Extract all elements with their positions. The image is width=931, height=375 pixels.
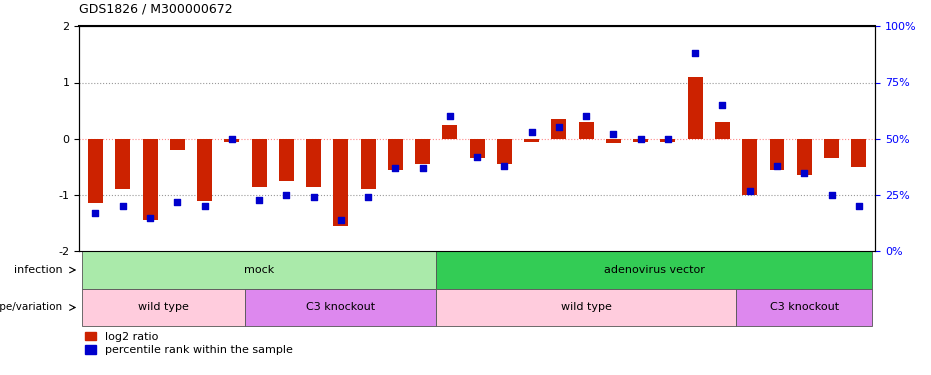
Bar bbox=[251, 139, 266, 187]
Point bbox=[688, 50, 703, 56]
Text: C3 knockout: C3 knockout bbox=[306, 303, 375, 312]
Point bbox=[88, 210, 103, 216]
Point bbox=[742, 188, 757, 194]
Bar bbox=[551, 119, 566, 139]
Point bbox=[770, 163, 785, 169]
Point bbox=[660, 136, 675, 142]
Bar bbox=[442, 124, 457, 139]
Bar bbox=[770, 139, 785, 170]
Text: C3 knockout: C3 knockout bbox=[770, 303, 839, 312]
Bar bbox=[469, 139, 485, 158]
FancyBboxPatch shape bbox=[437, 289, 736, 326]
Bar bbox=[851, 139, 866, 167]
Point bbox=[388, 165, 403, 171]
Bar bbox=[333, 139, 348, 226]
Point bbox=[524, 129, 539, 135]
Bar bbox=[142, 139, 157, 220]
Point bbox=[442, 113, 457, 119]
Text: GDS1826 / M300000672: GDS1826 / M300000672 bbox=[79, 2, 233, 15]
Point bbox=[142, 214, 157, 220]
Bar bbox=[715, 122, 730, 139]
Bar bbox=[88, 139, 103, 203]
Point bbox=[797, 170, 812, 176]
Point bbox=[606, 131, 621, 137]
Point bbox=[169, 199, 184, 205]
Text: wild type: wild type bbox=[138, 303, 189, 312]
Point bbox=[579, 113, 594, 119]
Point bbox=[415, 165, 430, 171]
Point bbox=[715, 102, 730, 108]
Bar bbox=[579, 122, 594, 139]
Point bbox=[115, 203, 130, 209]
Text: wild type: wild type bbox=[560, 303, 612, 312]
Point bbox=[197, 203, 212, 209]
Bar bbox=[169, 139, 184, 150]
Bar bbox=[497, 139, 512, 164]
Point bbox=[251, 196, 266, 202]
Bar bbox=[224, 139, 239, 142]
Bar bbox=[415, 139, 430, 164]
Text: genotype/variation: genotype/variation bbox=[0, 303, 62, 312]
Bar bbox=[115, 139, 130, 189]
Point bbox=[551, 124, 566, 130]
Bar bbox=[633, 139, 648, 142]
Point bbox=[824, 192, 839, 198]
Bar bbox=[197, 139, 212, 201]
Bar bbox=[797, 139, 812, 176]
FancyBboxPatch shape bbox=[736, 289, 872, 326]
Point bbox=[333, 217, 348, 223]
Bar bbox=[388, 139, 403, 170]
Bar bbox=[688, 77, 703, 139]
Bar bbox=[824, 139, 839, 158]
FancyBboxPatch shape bbox=[82, 251, 437, 289]
Legend: log2 ratio, percentile rank within the sample: log2 ratio, percentile rank within the s… bbox=[85, 332, 292, 356]
FancyBboxPatch shape bbox=[82, 289, 246, 326]
Text: infection: infection bbox=[14, 265, 62, 275]
Text: adenovirus vector: adenovirus vector bbox=[604, 265, 705, 275]
Point bbox=[497, 163, 512, 169]
Bar bbox=[742, 139, 757, 195]
Point bbox=[224, 136, 239, 142]
Bar bbox=[360, 139, 375, 189]
Bar bbox=[660, 139, 676, 142]
Point bbox=[279, 192, 294, 198]
Point bbox=[633, 136, 648, 142]
Bar bbox=[278, 139, 294, 181]
Text: mock: mock bbox=[244, 265, 274, 275]
Bar bbox=[306, 139, 321, 187]
Bar bbox=[606, 139, 621, 143]
FancyBboxPatch shape bbox=[437, 251, 872, 289]
Point bbox=[360, 194, 375, 200]
Bar bbox=[524, 139, 539, 142]
Point bbox=[851, 203, 866, 209]
Point bbox=[306, 194, 321, 200]
FancyBboxPatch shape bbox=[246, 289, 437, 326]
Point bbox=[469, 154, 484, 160]
